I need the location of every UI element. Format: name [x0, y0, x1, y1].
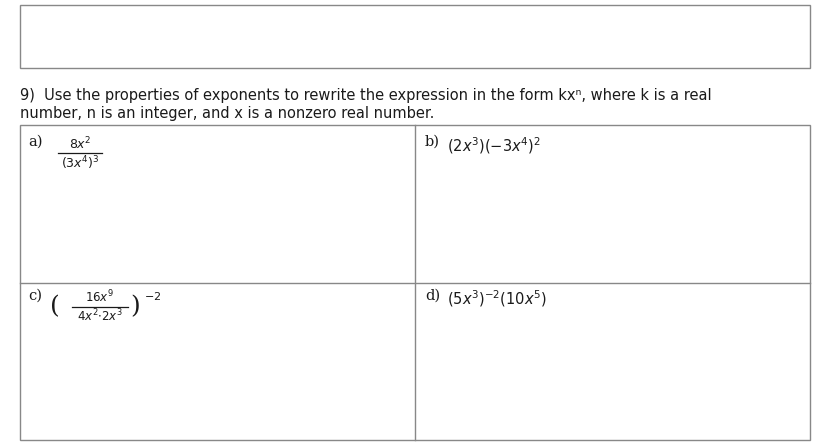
Text: ): ) [130, 295, 140, 318]
Text: $-2$: $-2$ [144, 290, 161, 302]
Text: $16x^9$: $16x^9$ [85, 289, 114, 306]
Text: $(5x^3)^{-2}(10x^5)$: $(5x^3)^{-2}(10x^5)$ [447, 289, 546, 309]
Text: a): a) [28, 135, 42, 149]
Text: $4x^2{\cdot}2x^3$: $4x^2{\cdot}2x^3$ [77, 307, 122, 324]
Text: b): b) [424, 135, 439, 149]
Text: c): c) [28, 289, 42, 302]
Text: number, n is an integer, and x is a nonzero real number.: number, n is an integer, and x is a nonz… [20, 106, 434, 121]
Text: $(2x^3)(-3x^4)^2$: $(2x^3)(-3x^4)^2$ [447, 135, 540, 156]
Text: $(3x^4)^3$: $(3x^4)^3$ [60, 154, 99, 172]
Text: (: ( [50, 295, 60, 318]
Bar [20, 125, 809, 440]
Text: d): d) [424, 289, 440, 302]
Text: $8x^2$: $8x^2$ [69, 136, 91, 152]
Bar [20, 5, 809, 68]
Text: 9)  Use the properties of exponents to rewrite the expression in the form kxⁿ, w: 9) Use the properties of exponents to re… [20, 88, 710, 103]
